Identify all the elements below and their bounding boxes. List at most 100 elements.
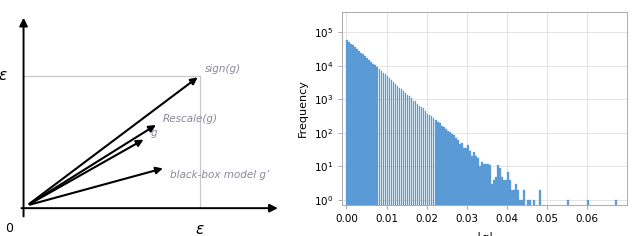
Bar (471, 156, 472, 236)
Bar (615, 200, 617, 236)
Bar (449, 132, 451, 236)
Bar (473, 152, 475, 236)
Bar (429, 115, 431, 236)
Bar (417, 104, 419, 236)
Text: $\epsilon$: $\epsilon$ (195, 222, 205, 236)
Bar (485, 164, 486, 236)
Text: sign(g): sign(g) (205, 64, 241, 74)
Bar (385, 75, 387, 236)
Bar (404, 93, 406, 236)
Bar (346, 40, 348, 236)
Bar (381, 71, 382, 236)
Bar (463, 148, 465, 236)
Bar (372, 63, 374, 236)
Bar (567, 200, 569, 236)
Bar (356, 49, 358, 236)
Bar (497, 165, 499, 236)
Bar (390, 80, 392, 236)
Bar (387, 76, 388, 236)
Bar (355, 47, 356, 236)
Bar (483, 164, 484, 236)
Bar (467, 144, 468, 236)
Bar (529, 200, 531, 236)
Bar (415, 101, 417, 236)
Bar (364, 56, 366, 236)
Bar (517, 190, 519, 236)
Bar (371, 62, 372, 236)
Bar (401, 89, 403, 236)
Text: black-box model g’: black-box model g’ (170, 169, 269, 180)
Bar (489, 165, 491, 236)
Bar (501, 177, 502, 236)
Bar (493, 180, 495, 236)
Bar (422, 108, 424, 236)
Bar (367, 58, 368, 236)
Text: $\epsilon$: $\epsilon$ (0, 68, 8, 83)
Bar (513, 190, 515, 236)
Bar (378, 69, 380, 236)
Bar (351, 43, 352, 236)
Bar (399, 88, 401, 236)
Bar (394, 84, 396, 236)
Bar (392, 82, 394, 236)
Bar (477, 158, 479, 236)
Bar (511, 190, 513, 236)
Bar (383, 73, 385, 236)
Bar (431, 116, 433, 236)
X-axis label: $|g|$: $|g|$ (476, 230, 493, 236)
Bar (452, 135, 454, 236)
Bar (499, 168, 500, 236)
Bar (527, 200, 529, 236)
Bar (539, 190, 541, 236)
Bar (523, 190, 525, 236)
Bar (454, 138, 456, 236)
Bar (443, 127, 445, 236)
Bar (509, 180, 511, 236)
Bar (503, 180, 505, 236)
Bar (487, 164, 489, 236)
Bar (397, 86, 398, 236)
Bar (403, 91, 404, 236)
Bar (406, 95, 408, 236)
Bar (461, 143, 463, 236)
Y-axis label: Frequency: Frequency (298, 80, 308, 138)
Bar (459, 143, 461, 236)
Bar (413, 101, 415, 236)
Bar (419, 106, 420, 236)
Bar (495, 177, 497, 236)
Bar (451, 134, 452, 236)
Bar (436, 122, 438, 236)
Bar (507, 172, 509, 236)
Bar (505, 180, 507, 236)
Bar (475, 156, 477, 236)
Bar (411, 98, 412, 236)
Bar (515, 184, 516, 236)
Bar (353, 45, 355, 236)
Bar (376, 67, 378, 236)
Bar (358, 51, 360, 236)
Text: Rescale(g): Rescale(g) (163, 114, 218, 123)
Bar (435, 120, 436, 236)
Bar (479, 167, 481, 236)
Bar (521, 200, 523, 236)
Bar (445, 129, 447, 236)
Bar (360, 53, 362, 236)
Bar (348, 42, 350, 236)
Bar (491, 184, 493, 236)
Text: 0: 0 (5, 222, 13, 235)
Bar (427, 114, 429, 236)
Bar (533, 200, 535, 236)
Bar (447, 131, 449, 236)
Bar (457, 140, 459, 236)
Bar (519, 200, 521, 236)
Bar (438, 123, 440, 236)
Text: g: g (151, 128, 157, 138)
Bar (362, 54, 364, 236)
Bar (374, 65, 376, 236)
Bar (465, 148, 467, 236)
Bar (420, 107, 422, 236)
Bar (433, 118, 435, 236)
Bar (468, 152, 470, 236)
Bar (481, 162, 483, 236)
Bar (441, 126, 442, 236)
